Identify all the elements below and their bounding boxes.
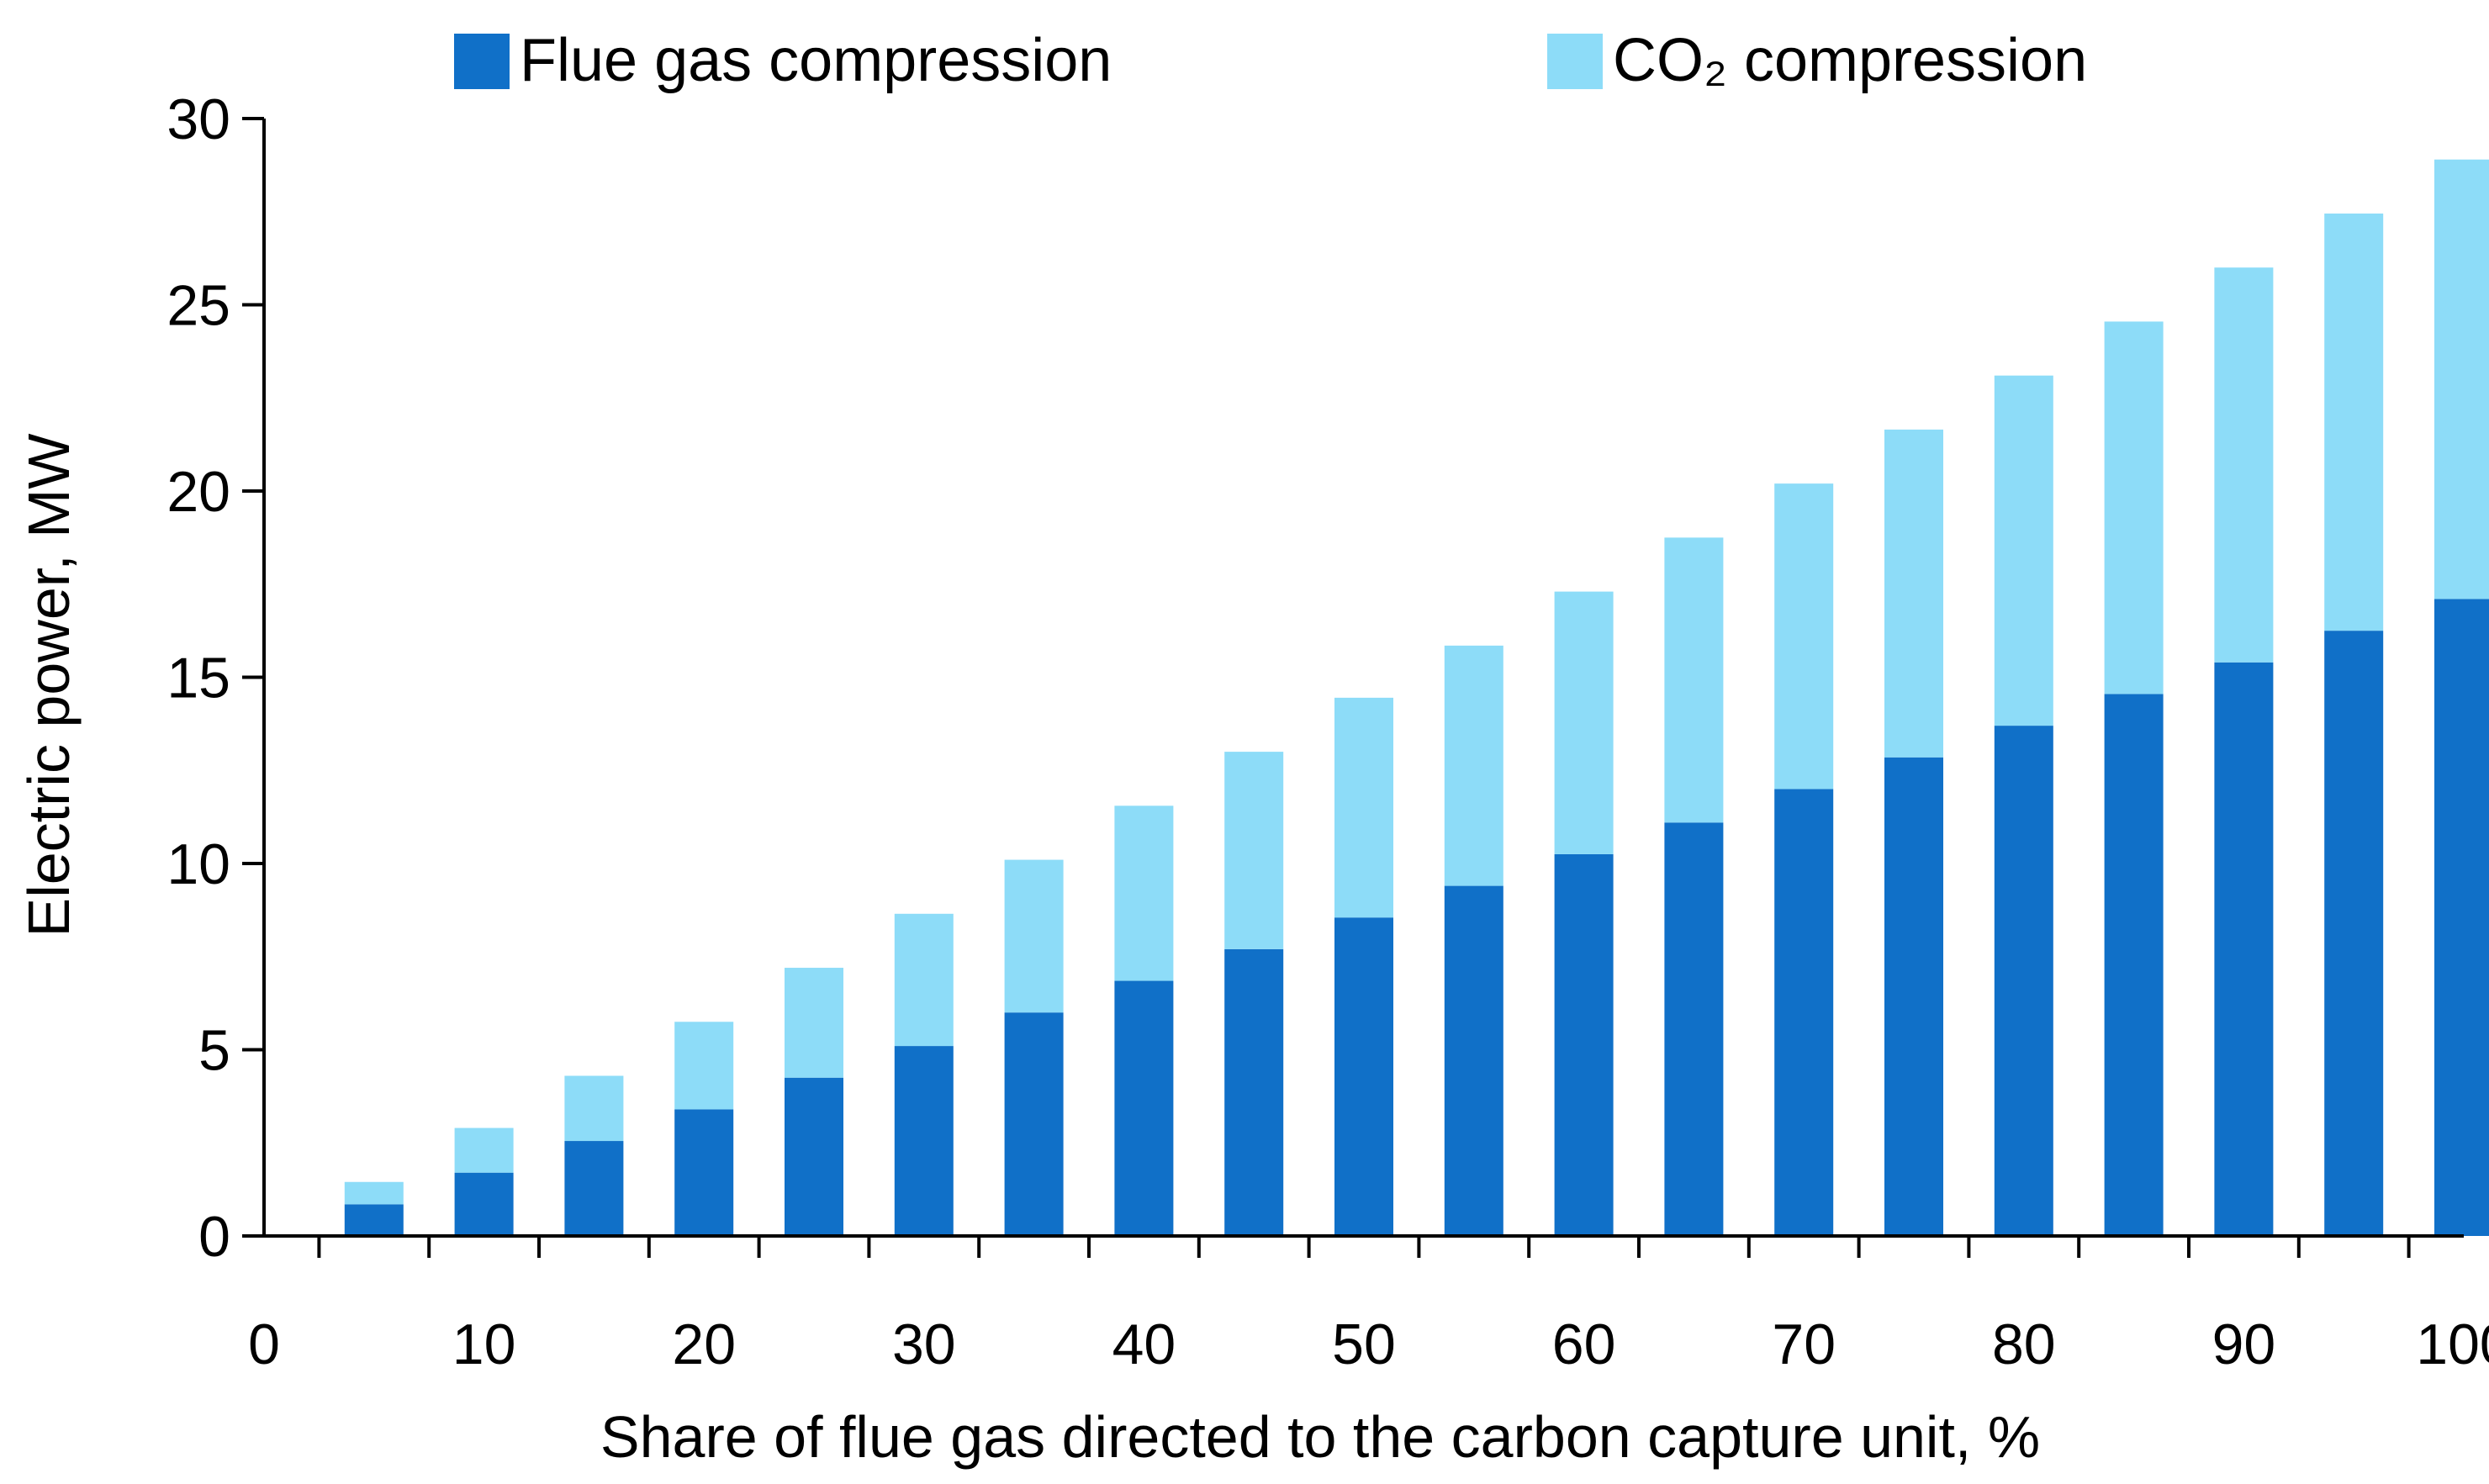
x-tick-label-10: 10 [452,1312,516,1376]
legend-swatch-flue-gas [454,34,510,89]
bar-flue-gas-90 [2214,662,2274,1236]
y-tick-label-5: 5 [198,1019,230,1083]
bar-co2-15 [564,1075,624,1142]
y-tick-label-10: 10 [166,832,230,896]
bar-flue-gas-60 [1554,853,1614,1236]
bar-co2-35 [1004,859,1064,1013]
bar-flue-gas-65 [1664,822,1724,1236]
bar-flue-gas-40 [1114,980,1174,1236]
y-tick-label-25: 25 [166,274,230,338]
x-tick-label-80: 80 [1992,1312,2056,1376]
x-tick-label-60: 60 [1552,1312,1616,1376]
x-tick-label-70: 70 [1772,1312,1836,1376]
bar-flue-gas-30 [894,1046,954,1236]
bar-co2-40 [1114,805,1174,981]
bar-flue-gas-80 [1994,726,2053,1236]
bar-co2-95 [2324,213,2384,631]
bar-flue-gas-35 [1004,1012,1064,1236]
bar-flue-gas-75 [1884,757,1943,1236]
bars-group [344,159,2489,1236]
x-tick-label-100: 100 [2416,1312,2489,1376]
legend: Flue gas compression CO₂ compression [454,27,2087,94]
bar-flue-gas-10 [454,1172,514,1236]
bar-co2-50 [1334,697,1393,918]
bar-co2-25 [785,968,843,1078]
legend-label-co2: CO₂ compression [1613,27,2087,94]
bar-flue-gas-100 [2434,599,2489,1236]
y-tick-label-0: 0 [198,1205,230,1269]
bar-flue-gas-70 [1774,789,1834,1236]
bar-flue-gas-20 [674,1109,734,1236]
bar-co2-10 [454,1128,514,1173]
y-tick-labels: 0 5 10 15 20 25 30 [166,87,230,1269]
y-tick-label-30: 30 [166,87,230,151]
legend-swatch-co2 [1547,34,1603,89]
x-tick-label-40: 40 [1112,1312,1176,1376]
bar-co2-60 [1554,591,1614,854]
bar-flue-gas-25 [785,1077,843,1236]
bar-co2-80 [1994,375,2053,726]
y-tick-label-20: 20 [166,460,230,524]
bar-co2-30 [894,913,954,1047]
bar-flue-gas-45 [1224,948,1284,1236]
bar-flue-gas-15 [564,1141,624,1236]
bar-flue-gas-95 [2324,631,2384,1236]
bar-co2-70 [1774,483,1834,790]
bar-co2-85 [2104,321,2164,694]
x-axis-title: Share of flue gas directed to the carbon… [600,1404,2040,1470]
bar-co2-45 [1224,752,1284,949]
x-tick-label-90: 90 [2212,1312,2276,1376]
x-tick-label-0: 0 [248,1312,280,1376]
bar-co2-100 [2434,159,2489,599]
bar-co2-90 [2214,267,2274,663]
bar-co2-75 [1884,429,1943,758]
bar-flue-gas-5 [344,1204,404,1236]
x-tick-label-20: 20 [672,1312,736,1376]
x-tick-label-50: 50 [1332,1312,1396,1376]
bar-co2-65 [1664,537,1724,823]
bar-flue-gas-85 [2104,694,2164,1236]
bar-co2-20 [674,1022,734,1110]
bar-flue-gas-55 [1444,885,1503,1236]
bar-flue-gas-50 [1334,917,1393,1236]
bar-co2-5 [344,1181,404,1205]
axes-group [242,117,2464,1258]
x-tick-label-30: 30 [892,1312,956,1376]
x-tick-labels: 0 10 20 30 40 50 60 70 80 90 100 [248,1312,2489,1376]
legend-label-flue-gas: Flue gas compression [520,27,1112,94]
bar-co2-55 [1444,645,1503,886]
y-axis-title: Electric power, MW [16,434,82,937]
y-tick-label-15: 15 [166,647,230,710]
